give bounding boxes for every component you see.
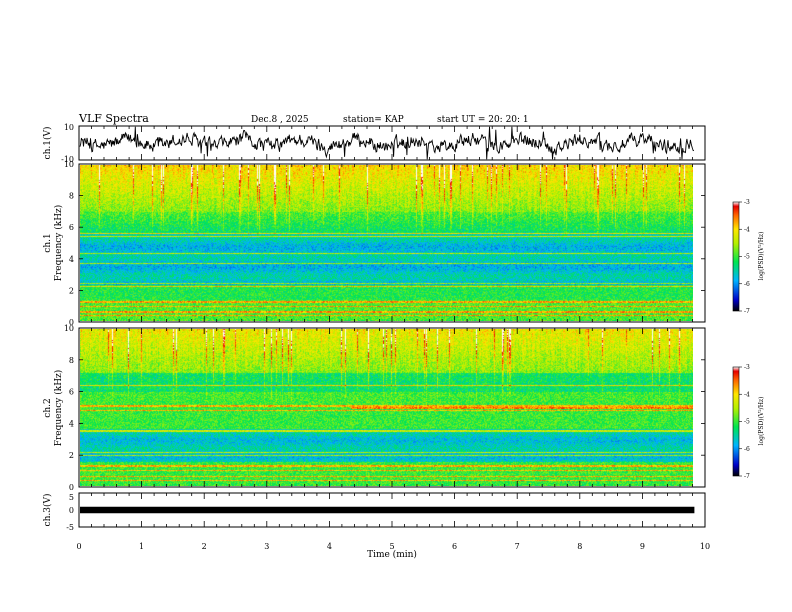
ch2-spectrogram-ticks xyxy=(78,328,706,487)
ch1-waveform-ticks xyxy=(78,126,706,160)
yt-p3-label-2: 4 xyxy=(69,419,74,428)
cb1-label-2: -5 xyxy=(744,254,750,261)
yt-p2-label-3: 6 xyxy=(69,223,74,232)
cb2-label-3: -6 xyxy=(744,446,750,453)
yt-p2-label-2: 4 xyxy=(69,255,74,264)
time-axis-label: Time (min) xyxy=(367,549,417,560)
ch1-colorbar xyxy=(732,201,740,312)
ch3-ytick-middle: 0 xyxy=(69,506,74,515)
ch2-colorbar xyxy=(732,366,740,477)
start-ut-label: start UT = 20: 20: 1 xyxy=(437,115,529,125)
cb2-label-0: -3 xyxy=(744,364,750,371)
cb2-label-4: -7 xyxy=(744,473,750,480)
yt-p3-label-4: 8 xyxy=(69,356,74,365)
ch1-spectrogram-ticks xyxy=(78,164,706,322)
time-tick-label-7: 7 xyxy=(515,542,520,551)
ch1-waveform-panel: 10 -10 ch.1(V) xyxy=(42,123,706,164)
yt-p2-label-0: 0 xyxy=(69,318,74,327)
cb1-label-1: -4 xyxy=(744,226,750,233)
ch1-waveform-ylabel: ch.1(V) xyxy=(42,127,53,160)
ch1-waveform-trace xyxy=(79,126,695,160)
time-tick-label-2: 2 xyxy=(202,542,207,551)
ch2-colorbar-ticks: -3 -4 -5 -6 -7 xyxy=(739,364,750,480)
ch2-spectrogram-ylabel-frequency: Frequency (kHz) xyxy=(53,370,64,447)
cb1-label-3: -6 xyxy=(744,281,750,288)
ch1-colorbar-ticks: -3 -4 -5 -6 -7 xyxy=(739,199,750,315)
yt-p2-label-5: 10 xyxy=(64,160,74,169)
ch1-frequency-tick-labels: 0 2 4 6 8 10 xyxy=(64,160,705,327)
time-axis-tick-labels: 0 1 2 3 4 5 6 7 8 9 10 xyxy=(76,542,710,551)
ch2-colorbar-label: log(PSD)(V²/Hz) xyxy=(758,397,765,446)
station-label: station= KAP xyxy=(343,115,404,125)
cb2-label-2: -5 xyxy=(744,419,750,426)
ch2-frequency-tick-labels: 0 2 4 6 8 10 xyxy=(64,324,705,492)
ch1-spectrogram-ylabel-channel: ch.1 xyxy=(43,233,53,252)
time-tick-label-9: 9 xyxy=(640,542,645,551)
ch1-colorbar-label: log(PSD)(V²/Hz) xyxy=(758,232,765,281)
time-tick-label-6: 6 xyxy=(452,542,457,551)
cb2-label-1: -4 xyxy=(744,391,750,398)
ch3-ytick-bottom: -5 xyxy=(66,523,74,532)
ch1-ytick-bottom: -10 xyxy=(61,155,74,164)
ch2-spectrogram-ylabel-channel: ch.2 xyxy=(43,398,53,417)
yt-p3-label-0: 0 xyxy=(69,483,74,492)
yt-p3-label-5: 10 xyxy=(64,324,74,333)
cb1-label-4: -7 xyxy=(744,308,750,315)
yt-p2-label-4: 8 xyxy=(69,192,74,201)
time-tick-label-0: 0 xyxy=(76,542,81,551)
yt-p3-label-1: 2 xyxy=(69,451,74,460)
ch3-ytick-top: 5 xyxy=(69,493,74,502)
ch3-waveform-ticks xyxy=(78,493,706,527)
ch1-ytick-top: 10 xyxy=(64,123,74,132)
cb1-label-0: -3 xyxy=(744,199,750,206)
time-tick-label-3: 3 xyxy=(264,542,269,551)
ch3-waveform-panel: 5 0 -5 ch.3(V) xyxy=(42,492,706,532)
yt-p2-label-1: 2 xyxy=(69,286,74,295)
figure-title: VLF Spectra xyxy=(78,112,149,125)
time-tick-label-8: 8 xyxy=(577,542,582,551)
ch1-spectrogram-image xyxy=(80,165,693,321)
ch3-waveform-ylabel: ch.3(V) xyxy=(42,494,53,527)
ch1-spectrogram-ylabel-frequency: Frequency (kHz) xyxy=(53,205,64,282)
time-tick-label-1: 1 xyxy=(139,542,144,551)
time-tick-label-5: 5 xyxy=(389,542,394,551)
date-label: Dec.8 , 2025 xyxy=(251,115,309,125)
time-tick-label-4: 4 xyxy=(327,542,332,551)
time-tick-label-10: 10 xyxy=(700,542,710,551)
ch2-spectrogram-image xyxy=(80,329,693,486)
yt-p3-label-3: 6 xyxy=(69,388,74,397)
